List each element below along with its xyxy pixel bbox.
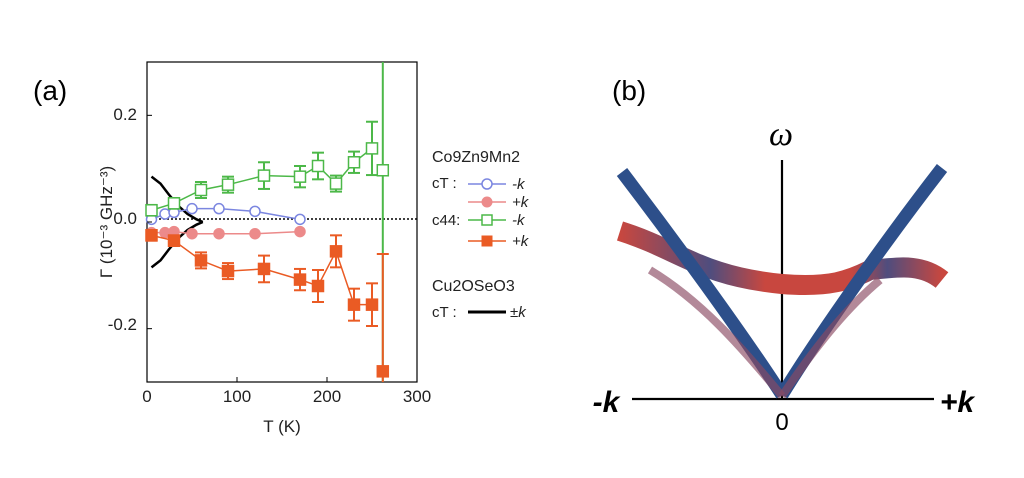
point-cT--k: [294, 213, 306, 226]
plot-a-frame: [146, 61, 418, 383]
point-c44-plusk: [311, 279, 325, 293]
x-axis-title: T (K): [263, 417, 300, 436]
point-c44--k: [145, 204, 158, 217]
legend-ct-minus-marker: [481, 178, 493, 190]
point-cT-plusk: [186, 227, 198, 240]
legend-ct-label: cT :: [432, 175, 457, 192]
legend-cu-ct-label: cT :: [432, 304, 457, 321]
legend-a: Co9Zn9Mn2 cT : -k +k c44: -k +k Cu2OSeO3…: [432, 149, 530, 321]
point-c44--k: [293, 170, 307, 183]
point-c44-plusk: [221, 264, 235, 278]
panel-b-label: (b): [612, 75, 646, 106]
legend-c44-plus-text: +k: [512, 233, 530, 250]
xtick-0: 0: [142, 387, 151, 406]
xtick-200: 200: [313, 387, 341, 406]
point-c44-plusk: [257, 262, 271, 276]
point-cT-plusk: [213, 227, 225, 240]
legend-ct-plus-text: +k: [512, 194, 530, 211]
left-lower-branch: [647, 266, 786, 399]
ytick-0.0: 0.0: [113, 209, 137, 228]
point-cT--k: [249, 205, 261, 218]
point-c44-plusk: [194, 254, 208, 267]
point-c44-plusk: [293, 273, 307, 286]
point-c44-plusk: [329, 245, 343, 258]
point-c44--k: [194, 183, 208, 197]
point-cT-plusk: [249, 227, 261, 240]
point-c44--k: [376, 164, 390, 177]
legend-material1: Co9Zn9Mn2: [432, 149, 520, 166]
legend-ct-plus-marker: [481, 196, 493, 208]
panel-a-label: (a): [33, 75, 67, 106]
point-c44-plusk: [347, 298, 361, 311]
plot-a: [145, 61, 418, 383]
right-lower-branch: [778, 276, 883, 399]
origin-label: 0: [775, 409, 788, 436]
y-axis-title: Γ (10⁻³ GHz⁻³): [97, 166, 116, 278]
plus-k-label: +k: [940, 386, 976, 419]
point-c44--k: [167, 197, 181, 210]
ytick--0.2: -0.2: [108, 315, 137, 334]
point-c44-plusk: [167, 234, 181, 247]
xtick-300: 300: [403, 387, 431, 406]
point-c44--k: [221, 178, 235, 191]
legend-material2: Cu2OSeO3: [432, 278, 515, 295]
point-c44-plusk: [376, 365, 390, 378]
legend-cu-pm-text: ±k: [510, 304, 527, 321]
point-cT-plusk: [294, 225, 306, 238]
point-cT--k: [186, 202, 198, 215]
legend-c44-minus-marker: [481, 214, 493, 226]
point-c44-plusk: [365, 298, 379, 311]
series-line-c44--k: [151, 147, 373, 211]
plot-b: [616, 160, 949, 401]
point-c44-plusk: [145, 229, 158, 242]
xtick-100: 100: [223, 387, 251, 406]
point-c44--k: [257, 169, 271, 182]
legend-c44-minus-text: -k: [512, 212, 526, 229]
left-v-band: [616, 168, 788, 399]
point-c44--k: [311, 159, 325, 173]
legend-c44-label: c44:: [432, 212, 460, 229]
legend-c44-plus-marker: [481, 235, 493, 247]
point-c44--k: [365, 142, 379, 155]
omega-label: ω: [769, 116, 793, 153]
point-c44--k: [329, 177, 343, 190]
minus-k-label: -k: [593, 386, 621, 419]
series-line-c44-plusk: [151, 234, 372, 306]
ytick-0.2: 0.2: [113, 105, 137, 124]
point-c44--k: [347, 156, 361, 169]
point-cT--k: [213, 202, 225, 215]
legend-ct-minus-text: -k: [512, 176, 526, 193]
